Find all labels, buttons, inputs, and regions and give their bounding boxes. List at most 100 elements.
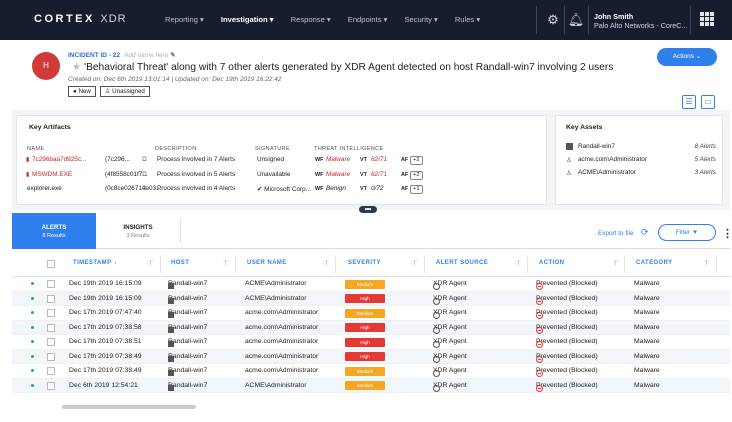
- nav-item-3[interactable]: Endpoints ▾: [347, 15, 388, 24]
- th-severity[interactable]: SEVERITY: [348, 260, 381, 266]
- cell-host[interactable]: Randall-win7: [168, 382, 207, 391]
- autofocus-label: AF: [401, 157, 409, 163]
- star-icon[interactable]: ★: [72, 62, 82, 73]
- blocked-icon: [536, 341, 543, 348]
- row-checkbox[interactable]: [47, 280, 55, 288]
- filter-toggle-icon[interactable]: ⟳: [641, 227, 649, 237]
- asset-row[interactable]: Randall-win7 8 Alerts: [566, 143, 716, 155]
- table-row[interactable]: Dec 17th 2019 07:47:40 Randall-win7 acme.c…: [12, 306, 730, 321]
- filter-icon[interactable]: ⊤: [613, 261, 619, 267]
- asset-name[interactable]: ACME\Administrator: [578, 169, 636, 176]
- filter-icon[interactable]: ⊤: [412, 261, 418, 267]
- action-text: Prevented (Blocked): [536, 338, 598, 345]
- table-row[interactable]: Dec 17th 2019 07:38:58 Randall-win7 acme.c…: [12, 320, 730, 335]
- table-row[interactable]: Dec 17th 2019 07:38:51 Randall-win7 acme.c…: [12, 335, 730, 350]
- tab-insights[interactable]: INSIGHTS 3 Results: [96, 213, 180, 249]
- list-view-icon[interactable]: ☰: [682, 95, 696, 109]
- user-org: Palo Alto Networks - CoreC...: [594, 21, 688, 30]
- export-link[interactable]: Export to file: [598, 230, 634, 237]
- table-row[interactable]: Dec 19th 2019 16:15:09 Randall-win7 ACME\A…: [12, 277, 730, 292]
- wildfire-label: WF: [315, 186, 324, 192]
- row-checkbox[interactable]: [47, 323, 55, 332]
- filter-icon[interactable]: ⊤: [148, 261, 154, 267]
- incident-name-input[interactable]: Add name here: [124, 52, 169, 59]
- table-row[interactable]: Dec 6th 2019 12:54:21 Randall-win7 ACME\Ad…: [12, 378, 730, 393]
- select-all-checkbox[interactable]: [47, 260, 55, 268]
- virustotal-label: VT: [360, 171, 367, 178]
- severity-badge: Medium: [345, 366, 385, 376]
- asset-name[interactable]: Randall-win7: [578, 143, 615, 150]
- cell-host[interactable]: Randall-win7: [168, 280, 207, 289]
- more-options-icon[interactable]: ⋮: [722, 228, 732, 240]
- nav-item-4[interactable]: Security ▾: [404, 15, 438, 24]
- panel-view-icon[interactable]: ▭: [701, 95, 715, 109]
- agent-icon: [433, 384, 440, 392]
- cell-host[interactable]: Randall-win7: [168, 309, 207, 318]
- cell-alert-source: XDR Agent: [433, 280, 467, 290]
- cortex-logo[interactable]: CORTEX XDR: [34, 13, 127, 25]
- filter-icon[interactable]: ⊤: [516, 261, 522, 267]
- filter-icon[interactable]: ⊤: [704, 261, 710, 267]
- alerts-table-header: TIMESTAMP ↓ ⊤ HOST ⊤ USER NAME ⊤ SEVERIT…: [12, 251, 730, 277]
- autofocus-tags[interactable]: +1: [410, 185, 423, 194]
- artifact-name[interactable]: explorer.exe: [27, 185, 62, 192]
- pencil-icon[interactable]: ✎: [170, 52, 176, 59]
- filter-icon[interactable]: ⊤: [223, 261, 229, 267]
- th-category[interactable]: CATEGORY: [636, 260, 673, 266]
- status-dot: [31, 383, 34, 387]
- row-checkbox[interactable]: [47, 294, 55, 303]
- artifact-name[interactable]: 7c296baa7d925c...: [32, 156, 87, 163]
- th-host[interactable]: HOST: [171, 260, 190, 266]
- nav-item-0[interactable]: Reporting ▾: [165, 15, 204, 24]
- artifact-row[interactable]: 7c296baa7d925c... (7c296... ⧉ Process invol…: [17, 156, 557, 170]
- nav-item-2[interactable]: Response ▾: [290, 15, 331, 24]
- app-grid-icon[interactable]: [700, 12, 714, 26]
- copy-icon[interactable]: ⧉: [142, 185, 147, 192]
- tab-alerts[interactable]: ALERTS 8 Results: [12, 213, 96, 249]
- key-artifacts-card: Key Artifacts NAME DESCRIPTION SIGNATURE…: [16, 115, 547, 205]
- copy-icon[interactable]: ⧉: [142, 170, 147, 178]
- row-checkbox[interactable]: [47, 381, 55, 390]
- th-timestamp[interactable]: TIMESTAMP ↓: [73, 260, 117, 266]
- bell-icon[interactable]: 🔔︎: [567, 12, 585, 27]
- th-user-name[interactable]: USER NAME: [247, 260, 287, 266]
- table-row[interactable]: Dec 17th 2019 07:38:49 Randall-win7 acme.c…: [12, 364, 730, 379]
- asset-row[interactable]: ♙ acme.com\Administrator 5 Alerts: [566, 156, 716, 168]
- divider: [564, 6, 565, 34]
- actions-button[interactable]: Actions ⌄: [657, 48, 717, 66]
- row-checkbox[interactable]: [47, 367, 55, 375]
- cell-host[interactable]: Randall-win7: [168, 324, 207, 333]
- row-checkbox[interactable]: [47, 338, 55, 346]
- th-action[interactable]: ACTION: [539, 260, 565, 266]
- th-alert-source[interactable]: ALERT SOURCE: [436, 260, 489, 266]
- filter-icon[interactable]: ⊤: [324, 261, 330, 267]
- row-checkbox[interactable]: [47, 352, 55, 361]
- assignee-dropdown[interactable]: ♙ Unassigned: [99, 86, 150, 97]
- artifact-name[interactable]: MSWDM.EXE: [32, 170, 73, 178]
- table-row[interactable]: Dec 19th 2019 16:15:09 Randall-win7 ACME\A…: [12, 291, 730, 306]
- collapse-handle[interactable]: ▬: [359, 206, 377, 213]
- user-menu[interactable]: John Smith Palo Alto Networks - CoreC...: [594, 12, 687, 30]
- autofocus-tags[interactable]: +2: [410, 156, 423, 165]
- asset-name[interactable]: acme.com\Administrator: [578, 156, 647, 163]
- asset-row[interactable]: ♙ ACME\Administrator 3 Alerts: [566, 169, 716, 181]
- copy-icon[interactable]: ⧉: [142, 156, 147, 163]
- cell-host[interactable]: Randall-win7: [168, 338, 207, 347]
- cell-host[interactable]: Randall-win7: [168, 295, 207, 304]
- nav-item-5[interactable]: Rules ▾: [454, 15, 481, 24]
- cell-host[interactable]: Randall-win7: [168, 367, 207, 376]
- col-name: NAME: [27, 146, 45, 152]
- artifact-row[interactable]: explorer.exe (0c8ce026714e03... ⧉ Process i…: [17, 185, 557, 199]
- artifact-row[interactable]: MSWDM.EXE (4f8558c01f7... ⧉ Process involve…: [17, 170, 557, 185]
- filter-button[interactable]: Filter ▼: [658, 224, 716, 241]
- status-dropdown[interactable]: ● New: [68, 86, 96, 97]
- nav-item-1[interactable]: Investigation ▾: [220, 15, 274, 24]
- notification-gear-icon[interactable]: ⚙: [547, 12, 559, 27]
- alert-source-name: XDR Agent: [433, 367, 467, 374]
- cell-host[interactable]: Randall-win7: [168, 353, 207, 362]
- horizontal-scrollbar[interactable]: [62, 405, 196, 409]
- row-checkbox[interactable]: [47, 309, 55, 317]
- artifact-signature: Unavailable: [257, 170, 291, 178]
- table-row[interactable]: Dec 17th 2019 07:38:49 Randall-win7 acme.c…: [12, 349, 730, 364]
- autofocus-tags[interactable]: +2: [410, 170, 423, 180]
